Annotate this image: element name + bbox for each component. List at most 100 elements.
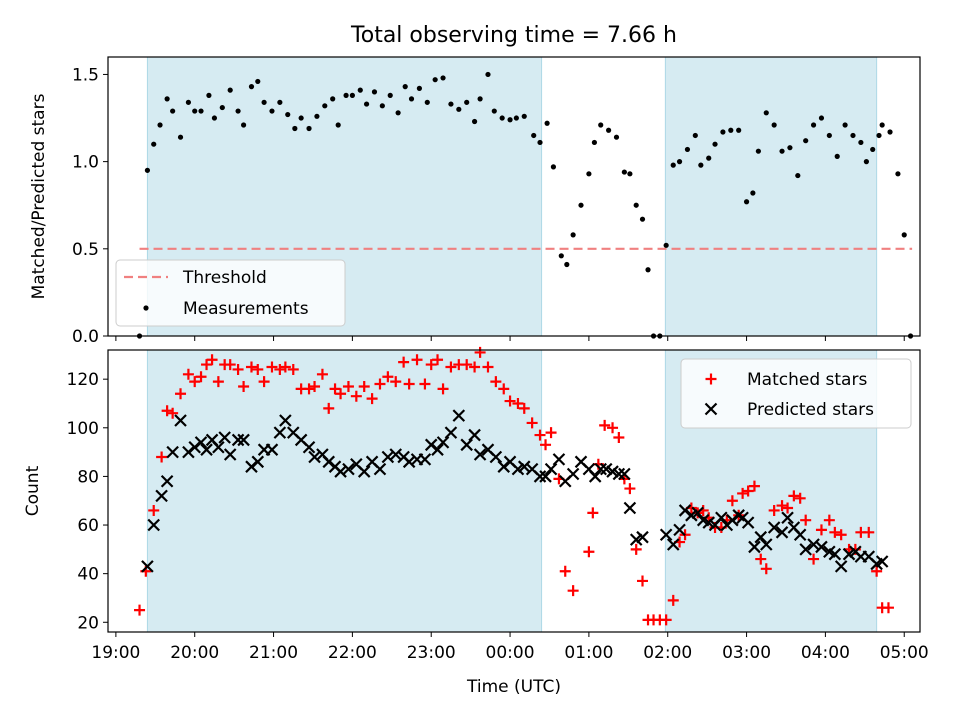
- matched-star-point: [266, 361, 278, 373]
- x-tick-label: 23:00: [407, 643, 456, 663]
- y-tick-label: 1.5: [72, 65, 99, 85]
- y-tick-label: 20: [77, 613, 99, 633]
- measurement-point: [850, 132, 856, 139]
- matched-star-point: [366, 393, 378, 405]
- matched-star-point: [624, 483, 636, 495]
- matched-star-point: [630, 543, 642, 555]
- predicted-star-point: [418, 453, 432, 466]
- predicted-star-point: [781, 511, 794, 525]
- matched-star-point: [526, 417, 538, 429]
- measurement-point: [887, 129, 893, 135]
- predicted-star-point: [875, 555, 889, 568]
- predicted-star-point: [357, 465, 371, 478]
- measurement-point: [371, 89, 378, 95]
- matched-star-point: [232, 363, 244, 375]
- measurement-point: [261, 99, 267, 105]
- matched-star-point: [871, 565, 883, 577]
- matched-star-point: [800, 514, 812, 526]
- measurement-point: [416, 85, 422, 91]
- measurement-point: [670, 162, 676, 168]
- predicted-star-point: [539, 470, 552, 483]
- matched-star-point: [329, 383, 341, 395]
- x-tick-label: 02:00: [643, 643, 692, 663]
- matched-star-point: [469, 361, 481, 373]
- measurement-point: [787, 145, 793, 151]
- plot-frame: [107, 349, 921, 633]
- matched-star-point: [835, 529, 847, 541]
- legend-label: Matched stars: [747, 370, 867, 390]
- measurement-point: [779, 148, 785, 154]
- predicted-star-point: [265, 443, 279, 456]
- matched-star-point: [287, 363, 299, 375]
- predicted-star-point: [452, 409, 466, 422]
- predicted-star-point: [389, 448, 403, 461]
- predicted-star-point: [544, 462, 558, 476]
- measurement-point: [521, 113, 527, 119]
- legend: Threshold Measurements: [115, 259, 346, 327]
- x-tick-label: 19:00: [91, 643, 140, 663]
- measurement-point: [464, 99, 470, 105]
- matched-star-point: [182, 368, 194, 380]
- measurement-point: [298, 115, 304, 121]
- measurement-point: [206, 92, 212, 98]
- y-tick-label: 0.0: [72, 327, 99, 347]
- matched-star-point: [303, 383, 315, 395]
- measurement-point: [663, 242, 669, 248]
- y-tick-label: 60: [77, 516, 99, 536]
- measurement-point: [456, 106, 462, 112]
- measurement-point: [432, 77, 438, 83]
- matched-star-point: [776, 500, 788, 512]
- matched-star-point: [512, 397, 524, 409]
- measurement-point: [440, 75, 446, 81]
- predicted-star-point: [828, 547, 842, 561]
- matched-star-point: [782, 502, 794, 514]
- measurement-point: [692, 132, 698, 139]
- matched-star-point: [490, 376, 502, 388]
- measurement-point: [471, 118, 478, 125]
- measurement-point: [357, 87, 363, 93]
- measurement-point: [144, 167, 151, 173]
- matched-star-point: [279, 361, 291, 373]
- predicted-star-point: [194, 436, 208, 449]
- legend-box: [115, 259, 346, 327]
- predicted-star-point: [200, 443, 213, 456]
- predicted-star-point: [460, 438, 473, 452]
- measurement-point: [507, 117, 513, 123]
- measurement-point: [698, 162, 704, 168]
- predicted-star-point: [436, 436, 450, 449]
- measurement-point: [306, 125, 312, 132]
- measurement-point: [198, 108, 204, 114]
- matched-star-point: [760, 563, 772, 575]
- x-tick-label: 00:00: [486, 643, 535, 663]
- matched-star-point: [755, 553, 767, 565]
- measurement-point: [349, 92, 355, 98]
- matched-star-point: [518, 402, 530, 414]
- measurement-point: [712, 141, 718, 147]
- measurement-point: [863, 159, 869, 165]
- x-axis-label: Time (UTC): [466, 677, 561, 697]
- legend-predicted-swatch: [704, 402, 718, 416]
- measurement-point: [621, 169, 627, 175]
- measurement-point: [379, 103, 385, 109]
- matched-star-point: [258, 376, 270, 388]
- measurement-point: [211, 115, 218, 121]
- predicted-star-point: [552, 453, 566, 466]
- matched-star-point: [788, 490, 800, 502]
- matched-star-point: [667, 594, 679, 606]
- matched-star-point: [613, 432, 625, 444]
- matched-star-point: [342, 380, 354, 392]
- predicted-star-point: [166, 445, 179, 459]
- matched-star-point: [559, 565, 571, 577]
- measurement-point: [743, 199, 750, 205]
- matched-star-point: [567, 585, 579, 597]
- measurement-point: [544, 120, 550, 126]
- y-tick-label: 0.5: [72, 240, 99, 260]
- predicted-star-point: [588, 470, 602, 483]
- measurement-point: [876, 132, 882, 139]
- matched-star-point: [445, 361, 457, 373]
- matched-star-point: [148, 504, 160, 516]
- matched-star-point: [498, 383, 510, 395]
- measurement-point: [736, 127, 742, 133]
- matched-star-point: [134, 604, 146, 616]
- measurement-point: [676, 159, 683, 165]
